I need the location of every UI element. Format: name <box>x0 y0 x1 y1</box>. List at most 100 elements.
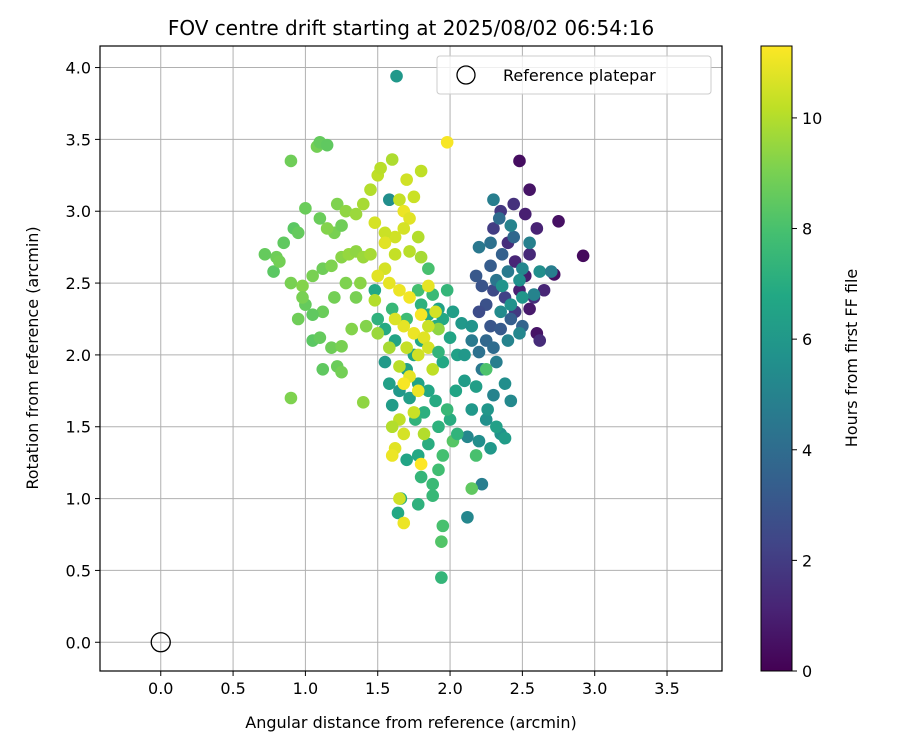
colorbar-tick-label: 4 <box>802 441 812 460</box>
data-point <box>504 219 518 232</box>
colorbar-tick-label: 8 <box>802 220 812 239</box>
data-point <box>393 283 406 297</box>
data-point <box>429 305 442 319</box>
data-point <box>432 463 445 477</box>
data-point <box>527 288 541 301</box>
data-point <box>494 305 507 319</box>
data-point <box>530 222 544 235</box>
data-point <box>475 477 489 491</box>
data-point <box>339 276 353 290</box>
data-point <box>349 291 363 304</box>
data-point <box>458 374 471 388</box>
data-point <box>388 312 402 326</box>
data-point <box>325 259 338 273</box>
x-axis-label: Angular distance from reference (arcmin) <box>245 713 576 732</box>
data-point <box>407 190 421 204</box>
data-point <box>523 248 536 261</box>
y-tick-label: 2.5 <box>66 274 91 293</box>
y-tick-label: 1.5 <box>66 418 91 437</box>
data-point <box>440 135 454 149</box>
data-point <box>552 214 565 228</box>
data-point <box>320 138 334 152</box>
data-point <box>393 360 406 373</box>
data-point <box>403 391 416 405</box>
data-point <box>513 154 526 168</box>
data-point <box>422 262 435 276</box>
data-point <box>385 398 399 412</box>
data-point <box>516 262 529 276</box>
data-point <box>356 197 370 211</box>
data-point <box>378 355 392 369</box>
legend: Reference platepar <box>436 55 712 95</box>
data-point <box>284 391 298 405</box>
data-point <box>335 219 348 232</box>
data-point <box>481 403 494 416</box>
data-point <box>371 327 385 340</box>
x-tick-label: 0.5 <box>220 679 245 698</box>
data-point <box>465 319 479 333</box>
data-point <box>537 283 551 297</box>
data-point <box>495 279 509 293</box>
colorbar-label: Hours from first FF file <box>842 269 861 448</box>
data-point <box>507 197 521 211</box>
data-points <box>258 69 590 584</box>
data-point <box>495 248 509 261</box>
data-point <box>498 377 512 390</box>
colorbar-tick-label: 0 <box>802 662 812 681</box>
data-point <box>383 276 396 290</box>
data-point <box>411 384 425 398</box>
data-point <box>397 516 411 530</box>
data-point <box>498 431 512 445</box>
data-point <box>345 322 358 336</box>
data-point <box>258 248 272 261</box>
data-point <box>403 291 416 304</box>
data-point <box>385 420 399 434</box>
reference-layer <box>150 632 171 653</box>
data-point <box>335 339 348 353</box>
data-point <box>426 477 439 491</box>
data-point <box>432 322 445 336</box>
data-point <box>284 276 298 290</box>
data-point <box>417 427 431 441</box>
y-tick-label: 3.5 <box>66 130 91 149</box>
data-point <box>383 377 396 390</box>
data-point <box>422 384 435 398</box>
data-point <box>299 202 312 215</box>
data-point <box>388 230 402 244</box>
data-point <box>469 449 483 462</box>
data-point <box>436 519 450 533</box>
y-axis-label: Rotation from reference (arcmin) <box>23 226 42 489</box>
data-point <box>501 265 515 278</box>
data-point <box>446 305 460 319</box>
data-point <box>440 403 454 416</box>
data-point <box>397 427 411 441</box>
y-tick-label: 3.0 <box>66 202 91 221</box>
data-point <box>291 312 305 326</box>
x-tick-label: 3.5 <box>654 679 679 698</box>
data-point <box>378 226 392 240</box>
y-tick-label: 0.5 <box>66 561 91 580</box>
data-point <box>414 164 428 178</box>
data-point <box>403 245 416 258</box>
data-point <box>368 294 382 307</box>
data-point <box>364 248 377 261</box>
data-point <box>422 437 435 451</box>
data-point <box>414 470 428 484</box>
data-point <box>371 312 385 326</box>
x-ticks: 0.0 0.5 1.0 1.5 2.0 2.5 3.0 3.5 <box>148 671 680 698</box>
data-point <box>296 279 309 293</box>
y-tick-label: 1.0 <box>66 490 91 509</box>
data-point <box>484 236 497 250</box>
data-point <box>325 341 338 355</box>
data-point <box>320 222 334 235</box>
data-point <box>356 396 370 409</box>
data-point <box>461 430 474 444</box>
data-point <box>403 212 416 225</box>
data-point <box>411 283 425 297</box>
data-point <box>484 319 497 333</box>
data-point <box>414 250 428 264</box>
data-point <box>469 380 483 393</box>
data-point <box>490 355 503 369</box>
data-point <box>411 348 425 362</box>
data-point <box>393 492 406 505</box>
